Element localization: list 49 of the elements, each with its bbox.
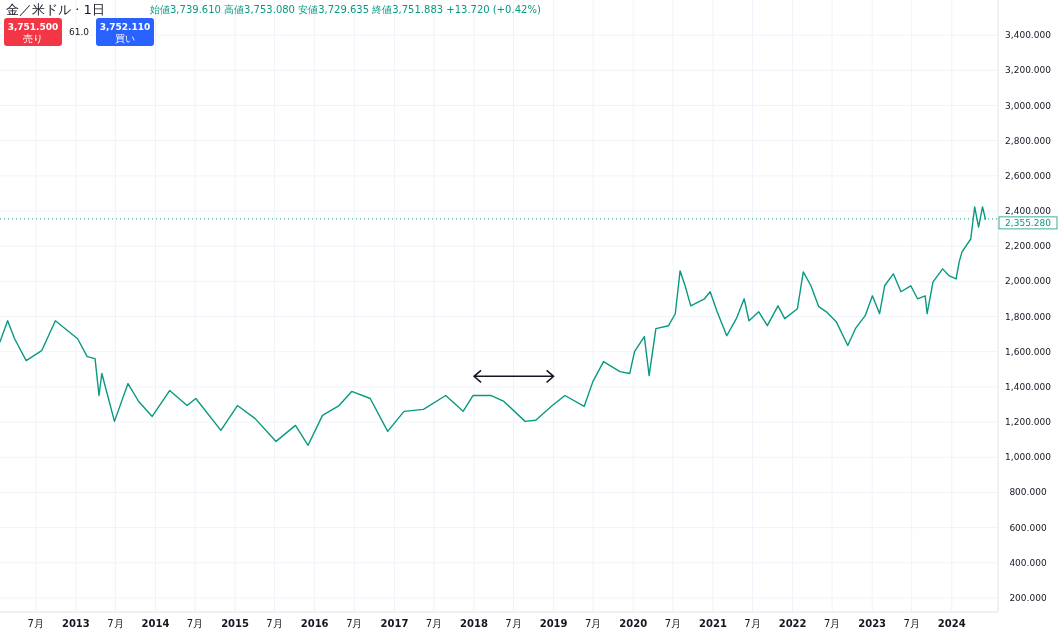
x-tick-label: 2018 bbox=[460, 618, 488, 629]
y-tick-label: 2,200.000 bbox=[1005, 241, 1052, 252]
x-tick-label: 7月 bbox=[584, 618, 602, 629]
x-tick-label: 7月 bbox=[505, 618, 522, 629]
y-tick-label: 200.000 bbox=[1009, 592, 1047, 603]
x-tick-label: 2014 bbox=[141, 618, 170, 629]
x-tick-label: 2022 bbox=[778, 618, 807, 629]
x-tick-label: 2023 bbox=[858, 618, 887, 629]
x-tick-label: 7月 bbox=[823, 618, 841, 629]
y-tick-label: 600.000 bbox=[1009, 522, 1047, 533]
x-tick-label: 2016 bbox=[300, 618, 329, 629]
annotation: 買い bbox=[115, 33, 135, 44]
y-tick-label: 3,400.000 bbox=[1005, 30, 1052, 41]
x-tick-label: 7月 bbox=[664, 618, 682, 629]
x-tick-label: 2021 bbox=[699, 618, 727, 629]
y-tick-label: 1,600.000 bbox=[1005, 346, 1052, 357]
annotation: 3,752.110 bbox=[99, 22, 151, 32]
y-tick-label: 1,200.000 bbox=[1005, 417, 1052, 428]
annotation: 61.0 bbox=[68, 27, 90, 37]
y-tick-label: 2,800.000 bbox=[1005, 135, 1052, 146]
x-tick-label: 7月 bbox=[903, 618, 920, 629]
x-tick-label: 7月 bbox=[107, 618, 124, 629]
x-tick-label: 2019 bbox=[539, 618, 568, 629]
y-tick-label: 2,600.000 bbox=[1005, 170, 1052, 181]
y-tick-label: 1,400.000 bbox=[1005, 381, 1052, 392]
x-tick-label: 7月 bbox=[186, 618, 204, 629]
y-tick-label: 3,200.000 bbox=[1005, 65, 1052, 76]
ref-line-label: 2,355.280 bbox=[1005, 218, 1052, 229]
annotation: 売り bbox=[23, 33, 43, 44]
annotation: 3,751.500 bbox=[7, 22, 59, 32]
x-tick-label: 2020 bbox=[619, 618, 648, 629]
x-tick-label: 7月 bbox=[27, 618, 44, 629]
y-tick-label: 800.000 bbox=[1009, 487, 1047, 498]
x-tick-label: 7月 bbox=[346, 618, 363, 629]
y-tick-label: 2,400.000 bbox=[1005, 206, 1052, 217]
y-tick-label: 400.000 bbox=[1009, 557, 1047, 568]
y-tick-label: 2,000.000 bbox=[1005, 276, 1052, 287]
x-tick-label: 7月 bbox=[425, 618, 443, 629]
x-tick-label: 2024 bbox=[937, 618, 966, 629]
chart-title: 金／米ドル · 1日 bbox=[6, 2, 105, 17]
y-tick-label: 3,000.000 bbox=[1005, 100, 1052, 111]
chart-subtitle: 始値3,739.610 高値3,753.080 安値3,729.635 終値3,751.883 +13.720 (+0.42%) bbox=[150, 4, 541, 15]
x-tick-label: 2017 bbox=[380, 618, 409, 629]
x-tick-label: 2013 bbox=[61, 618, 90, 629]
x-tick-label: 2015 bbox=[221, 618, 250, 629]
y-tick-label: 1,800.000 bbox=[1005, 311, 1052, 322]
y-tick-label: 1,000.000 bbox=[1005, 452, 1052, 463]
x-tick-label: 7月 bbox=[266, 618, 283, 629]
x-tick-label: 7月 bbox=[744, 618, 761, 629]
